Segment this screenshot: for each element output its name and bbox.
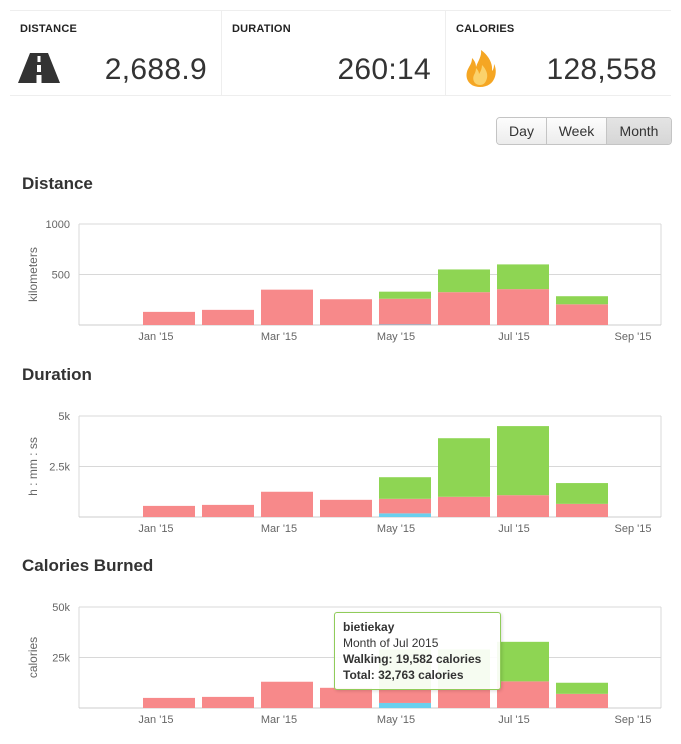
flame-icon xyxy=(466,50,496,87)
bar-segment[interactable] xyxy=(556,693,608,708)
duration-chart: 2.5k 5k h : mm : ss Jan '15 Mar '15 May '15 Ju… xyxy=(26,411,662,535)
bar-segment[interactable] xyxy=(556,682,608,694)
duration-title: Duration xyxy=(22,365,92,384)
bar-segment[interactable] xyxy=(438,292,490,325)
x-tick-label: Sep '15 xyxy=(615,714,652,726)
stat-duration: DURATION 260:14 xyxy=(222,11,446,95)
bar-segment[interactable] xyxy=(556,304,608,325)
x-tick-label: May '15 xyxy=(377,331,415,343)
x-tick-label: Jan '15 xyxy=(138,714,173,726)
x-tick-label: Mar '15 xyxy=(261,523,297,535)
week-button[interactable]: Week xyxy=(547,118,607,144)
bar-segment[interactable] xyxy=(497,426,549,496)
stats-panel: DISTANCE 2,688.9 DURATION 260:14 CALORIE… xyxy=(10,10,671,96)
bar-segment[interactable] xyxy=(438,687,490,708)
calories-title: Calories Burned xyxy=(22,556,154,575)
road-icon xyxy=(18,53,60,83)
bar-segment[interactable] xyxy=(261,491,313,517)
tooltip-line2-value: 32,763 calories xyxy=(378,668,464,682)
stat-calories-label: CALORIES xyxy=(456,23,515,35)
stat-distance: DISTANCE 2,688.9 xyxy=(10,11,222,95)
stat-calories: CALORIES 128,558 xyxy=(446,11,671,95)
tooltip-line2-label: Total: xyxy=(343,668,375,682)
bar-segment[interactable] xyxy=(202,696,254,708)
bar-segment[interactable] xyxy=(143,311,195,325)
bar-segment[interactable] xyxy=(143,697,195,708)
period-toggle: Day Week Month xyxy=(496,117,672,145)
bar-segment[interactable] xyxy=(261,289,313,325)
x-tick-label: May '15 xyxy=(377,523,415,535)
y-tick-label: 5k xyxy=(58,411,70,423)
bar-segment[interactable] xyxy=(556,483,608,504)
bar-segment[interactable] xyxy=(202,309,254,325)
x-tick-label: Sep '15 xyxy=(615,331,652,343)
bar-segment[interactable] xyxy=(320,499,372,517)
bar-segment[interactable] xyxy=(438,496,490,517)
distance-title: Distance xyxy=(22,174,93,193)
y-tick-label: 500 xyxy=(52,270,70,282)
bar-segment[interactable] xyxy=(320,299,372,325)
x-tick-label: Mar '15 xyxy=(261,331,297,343)
x-tick-label: Jan '15 xyxy=(138,331,173,343)
bar-segment[interactable] xyxy=(379,477,431,499)
y-tick-label: 50k xyxy=(52,602,70,614)
x-tick-label: Jan '15 xyxy=(138,523,173,535)
tooltip-line1-label: Walking: xyxy=(343,652,393,666)
bar-segment[interactable] xyxy=(497,289,549,325)
bar-segment[interactable] xyxy=(320,687,372,708)
tooltip-period: Month of Jul 2015 xyxy=(343,636,439,650)
bar-segment[interactable] xyxy=(497,495,549,517)
x-tick-label: Jul '15 xyxy=(498,523,529,535)
y-axis-label: calories xyxy=(26,637,40,678)
tooltip-line1-value: 19,582 calories xyxy=(395,652,482,666)
bar-segment[interactable] xyxy=(379,702,431,708)
chart-tooltip: bietiekay Month of Jul 2015 Walking: 19,… xyxy=(334,612,501,690)
month-button[interactable]: Month xyxy=(607,118,671,144)
bar-segment[interactable] xyxy=(438,438,490,497)
bar-segment[interactable] xyxy=(202,504,254,517)
stat-duration-label: DURATION xyxy=(232,23,291,35)
bar-segment[interactable] xyxy=(438,269,490,293)
y-axis-label: h : mm : ss xyxy=(26,437,40,496)
bar-segment[interactable] xyxy=(379,513,431,517)
bar-segment[interactable] xyxy=(556,296,608,305)
y-tick-label: 2.5k xyxy=(49,462,70,474)
x-tick-label: Sep '15 xyxy=(615,523,652,535)
x-tick-label: Jul '15 xyxy=(498,714,529,726)
bar-segment[interactable] xyxy=(497,681,549,708)
bar-segment[interactable] xyxy=(379,298,431,325)
y-tick-label: 1000 xyxy=(46,219,70,231)
bar-segment[interactable] xyxy=(379,324,431,325)
bar-segment[interactable] xyxy=(497,264,549,290)
tooltip-user: bietiekay xyxy=(343,620,395,634)
bar-segment[interactable] xyxy=(556,503,608,517)
distance-chart: 500 1000 kilometers Jan '15 Mar '15 May '15 Ju… xyxy=(26,219,662,343)
bar-segment[interactable] xyxy=(143,505,195,517)
stat-distance-value: 2,688.9 xyxy=(104,53,207,86)
y-tick-label: 25k xyxy=(52,653,70,665)
stat-calories-value: 128,558 xyxy=(546,53,657,86)
x-tick-label: Mar '15 xyxy=(261,714,297,726)
x-tick-label: Jul '15 xyxy=(498,331,529,343)
bar-segment[interactable] xyxy=(379,498,431,514)
bar-segment[interactable] xyxy=(261,681,313,708)
bar-segment[interactable] xyxy=(379,291,431,299)
stat-distance-label: DISTANCE xyxy=(20,23,78,35)
y-axis-label: kilometers xyxy=(26,247,40,302)
stat-duration-value: 260:14 xyxy=(337,53,431,86)
bar-segment[interactable] xyxy=(379,688,431,703)
x-tick-label: May '15 xyxy=(377,714,415,726)
day-button[interactable]: Day xyxy=(497,118,547,144)
bar-segment[interactable] xyxy=(497,641,549,682)
